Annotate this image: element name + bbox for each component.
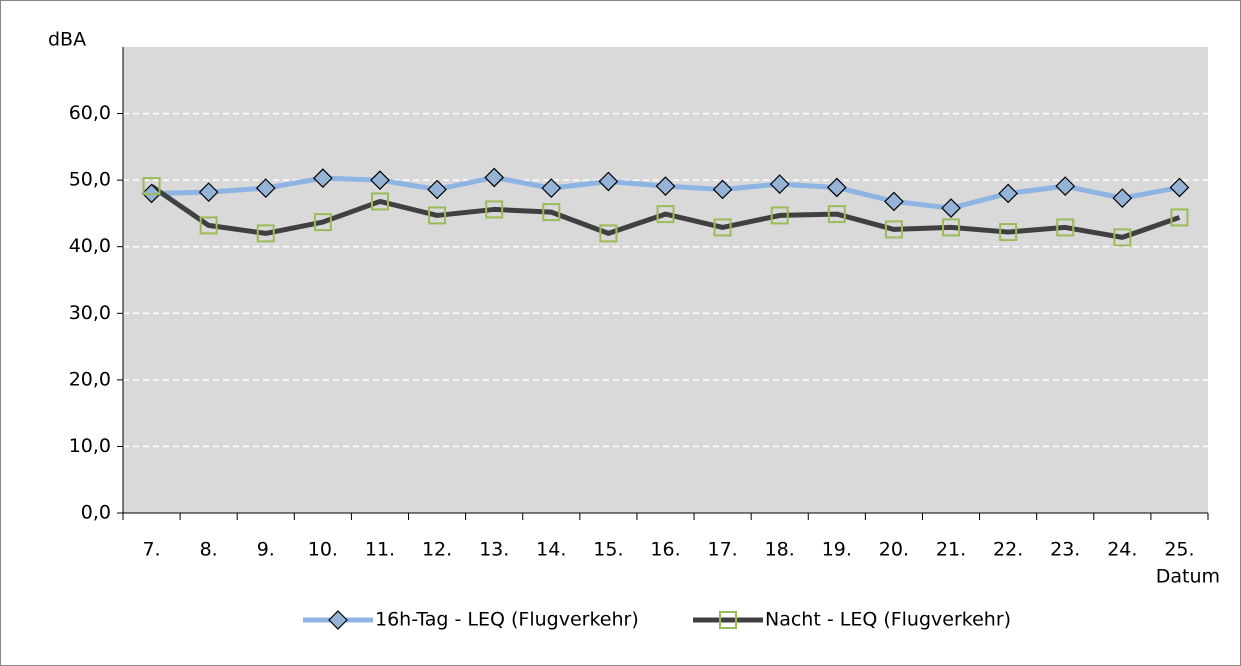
marker: [541, 178, 562, 198]
marker: [484, 167, 505, 188]
x-tick-label: 8.: [200, 539, 218, 561]
marker: [884, 220, 903, 239]
marker: [770, 206, 789, 225]
x-tick-label: 18.: [765, 539, 795, 561]
marker: [1169, 177, 1190, 198]
y-tick-label: 10,0: [69, 435, 111, 457]
x-tick-label: 15.: [593, 539, 623, 561]
plot-area: [123, 47, 1208, 513]
marker: [1113, 228, 1132, 247]
marker: [313, 168, 333, 188]
marker: [599, 224, 618, 243]
marker: [1056, 218, 1075, 237]
y-tick-label: 60,0: [69, 102, 111, 124]
x-tick-label: 17.: [707, 539, 737, 561]
marker: [598, 171, 619, 192]
marker: [713, 218, 732, 237]
marker: [719, 611, 737, 629]
marker: [313, 213, 332, 232]
marker: [199, 216, 218, 235]
marker: [1112, 188, 1133, 208]
marker: [941, 198, 961, 218]
x-tick-label: 10.: [308, 539, 338, 561]
marker: [485, 200, 504, 219]
marker: [884, 191, 904, 212]
marker: [1055, 176, 1076, 196]
x-tick-label: 25.: [1164, 539, 1194, 561]
x-tick-label: 7.: [142, 539, 160, 561]
y-axis-label: dBA: [48, 29, 86, 51]
x-tick-label: 11.: [365, 539, 395, 561]
x-tick-label: 9.: [257, 539, 275, 561]
x-tick-label: 22.: [993, 539, 1023, 561]
y-tick-label: 0,0: [81, 502, 111, 524]
marker: [370, 170, 390, 190]
marker: [769, 174, 790, 194]
series-line: [150, 184, 1181, 240]
marker: [198, 182, 219, 202]
marker: [999, 223, 1018, 242]
x-tick-label: 13.: [479, 539, 509, 561]
marker: [1170, 208, 1189, 227]
y-tick-label: 20,0: [69, 368, 111, 390]
marker: [328, 610, 348, 630]
x-tick-label: 16.: [650, 539, 680, 561]
x-tick-label: 20.: [879, 539, 909, 561]
legend-label: Nacht - LEQ (Flugverkehr): [765, 609, 1011, 631]
x-tick-label: 14.: [536, 539, 566, 561]
x-axis-label: Datum: [1156, 566, 1220, 588]
marker: [827, 205, 846, 224]
marker: [255, 178, 276, 198]
marker: [428, 206, 447, 225]
marker: [256, 224, 275, 243]
marker: [370, 192, 389, 211]
y-tick-label: 50,0: [69, 169, 111, 191]
x-tick-label: 12.: [422, 539, 452, 561]
marker: [998, 183, 1018, 204]
marker: [826, 177, 847, 198]
x-tick-label: 23.: [1050, 539, 1080, 561]
marker: [542, 203, 561, 222]
x-tick-label: 24.: [1107, 539, 1137, 561]
legend-label: 16h-Tag - LEQ (Flugverkehr): [375, 609, 639, 631]
marker: [655, 176, 676, 196]
y-tick-label: 30,0: [69, 302, 111, 324]
x-tick-label: 21.: [936, 539, 966, 561]
x-tick-label: 19.: [822, 539, 852, 561]
marker: [427, 179, 447, 200]
marker: [712, 179, 733, 200]
y-tick-label: 40,0: [69, 235, 111, 257]
marker: [656, 205, 675, 224]
marker: [142, 177, 161, 196]
marker: [942, 218, 961, 237]
